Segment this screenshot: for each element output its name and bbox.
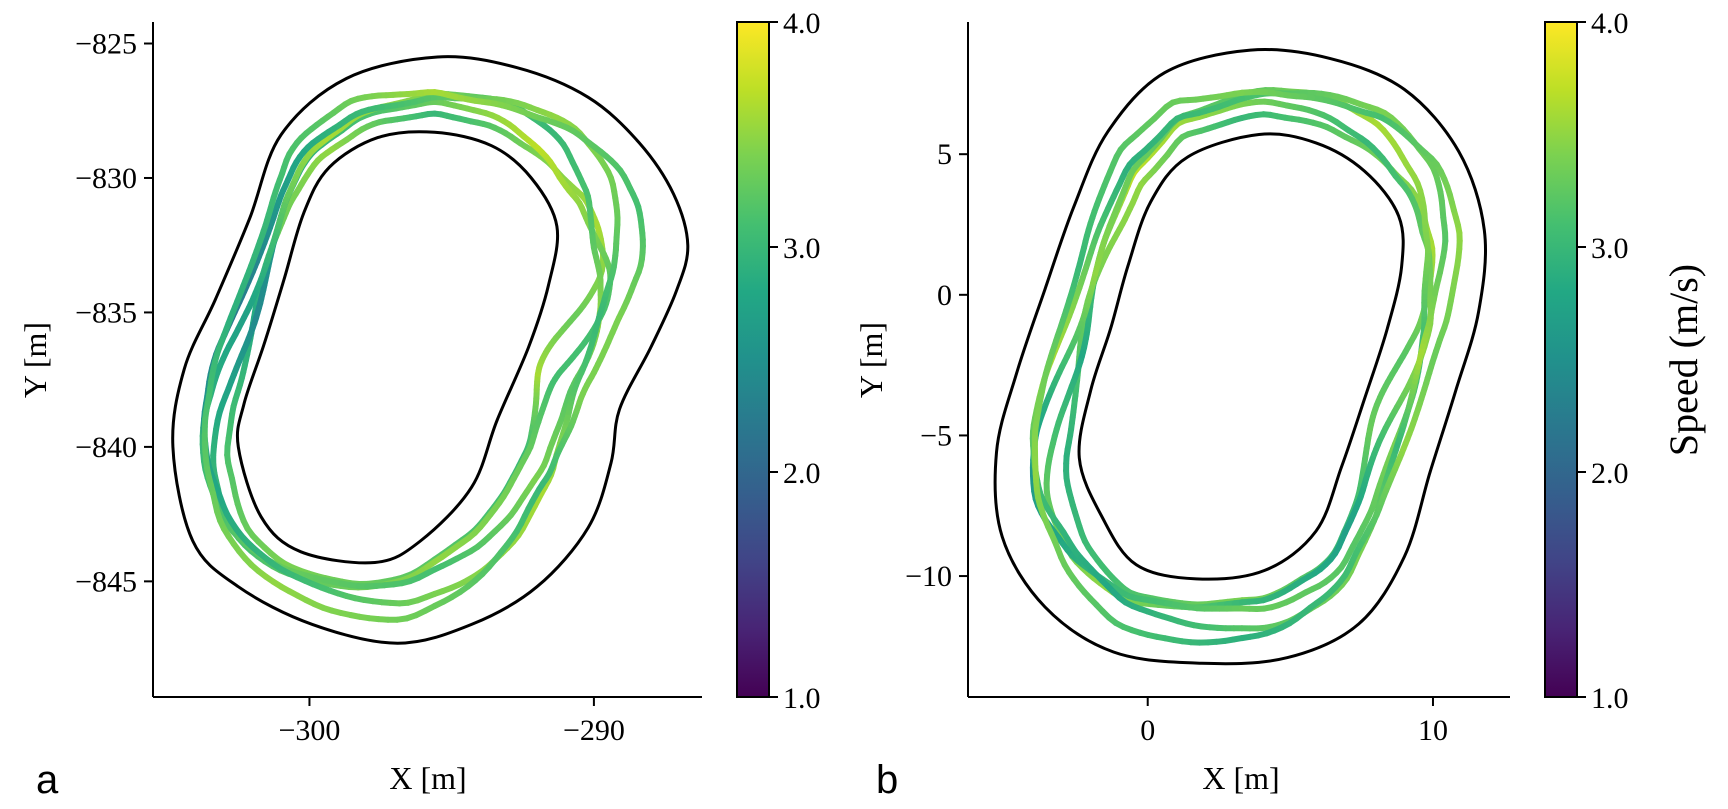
colorbar-b: 1.0 2.0 3.0 4.0 xyxy=(1544,7,1629,715)
colorbar-tick-label: 1.0 xyxy=(783,682,821,715)
track-outer-boundary xyxy=(993,47,1487,666)
y-tick-label: 0 xyxy=(937,279,952,312)
axes-b: 0 10 5 0 −5 −10 xyxy=(905,22,1510,747)
y-tick-label: −835 xyxy=(75,296,137,329)
y-tick-label: −825 xyxy=(75,28,137,61)
y-axis-label-b: Y [m] xyxy=(853,322,889,398)
y-tick-label: −10 xyxy=(905,560,952,593)
panel-a: −300 −290 −825 −830 −835 −840 −845 X [m] Y [m]… xyxy=(17,7,821,802)
trajectory-segment xyxy=(1416,353,1424,365)
panel-letter-a: a xyxy=(36,758,59,802)
trajectory-segment xyxy=(1429,353,1438,366)
y-axis-label-a: Y [m] xyxy=(17,322,53,398)
track-inner-boundary xyxy=(1077,132,1405,581)
colorbar-tick-label: 2.0 xyxy=(783,457,821,490)
y-tick-label: −840 xyxy=(75,431,137,464)
x-tick-label: 0 xyxy=(1140,714,1155,747)
y-tick-label: 5 xyxy=(937,138,952,171)
panel-letter-b: b xyxy=(876,758,898,802)
x-tick-label: −300 xyxy=(278,714,340,747)
x-tick-label: −290 xyxy=(563,714,625,747)
trajectory-segment xyxy=(613,314,622,326)
trajectory-segment xyxy=(567,314,577,325)
track-inner-boundary xyxy=(235,130,560,565)
axes-a: −300 −290 −825 −830 −835 −840 −845 xyxy=(75,22,702,747)
track-boundaries-b xyxy=(993,47,1487,666)
trajectory-segment xyxy=(1397,353,1406,365)
x-axis-label-a: X [m] xyxy=(389,760,466,796)
trajectory-segment xyxy=(594,314,602,326)
track-boundaries-a xyxy=(171,55,690,645)
colorbar-tick-label: 2.0 xyxy=(1591,457,1629,490)
x-axis-label-b: X [m] xyxy=(1202,760,1279,796)
colorbar-tick-label: 4.0 xyxy=(1591,7,1629,40)
colorbar-tick-label: 4.0 xyxy=(783,7,821,40)
y-tick-label: −830 xyxy=(75,162,137,195)
colorbar-a: 1.0 2.0 3.0 4.0 xyxy=(736,7,821,715)
colorbar-gradient xyxy=(1544,21,1578,698)
colorbar-tick-label: 3.0 xyxy=(1591,232,1629,265)
panel-b: 0 10 5 0 −5 −10 X [m] Y [m] b 1.0 2.0 3.0 4.0 Sp… xyxy=(853,7,1706,802)
y-tick-label: −845 xyxy=(75,565,137,598)
y-tick-label: −5 xyxy=(920,419,952,452)
colorbar-gradient xyxy=(736,21,770,698)
trajectories-a xyxy=(199,89,646,623)
colorbar-label: Speed (m/s) xyxy=(1661,264,1706,456)
x-tick-label: 10 xyxy=(1418,714,1448,747)
colorbar-tick-label: 3.0 xyxy=(783,232,821,265)
trajectories-b xyxy=(1029,87,1463,646)
track-outer-boundary xyxy=(171,55,690,645)
colorbar-tick-label: 1.0 xyxy=(1591,682,1629,715)
